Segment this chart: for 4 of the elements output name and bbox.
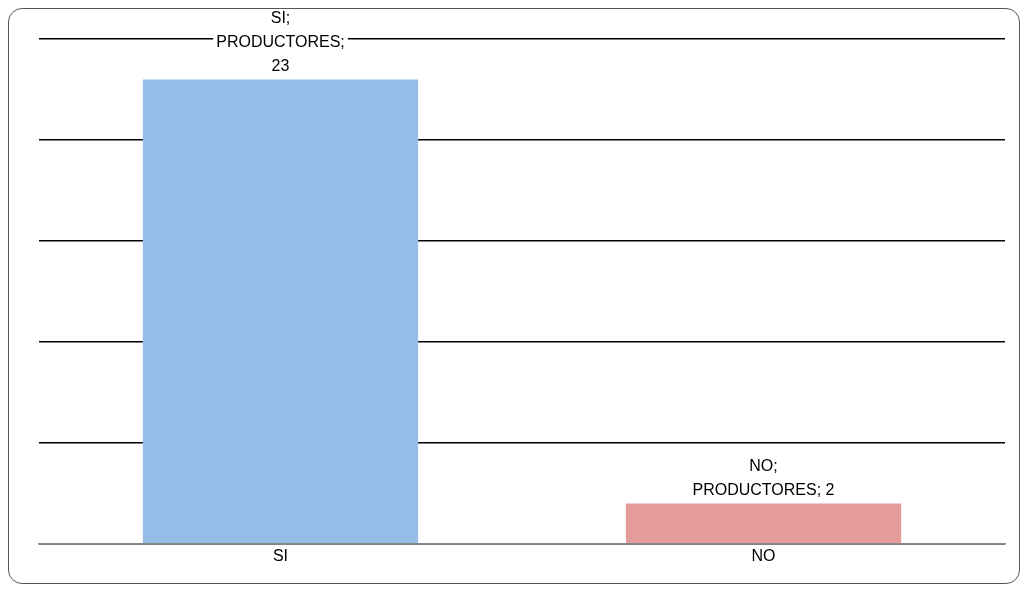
- x-tick-label: SI: [272, 546, 289, 564]
- data-label: NO; PRODUCTORES; 2: [692, 457, 835, 499]
- data-label: SI; PRODUCTORES; 23: [216, 9, 345, 75]
- x-tick-label: NO: [751, 546, 776, 564]
